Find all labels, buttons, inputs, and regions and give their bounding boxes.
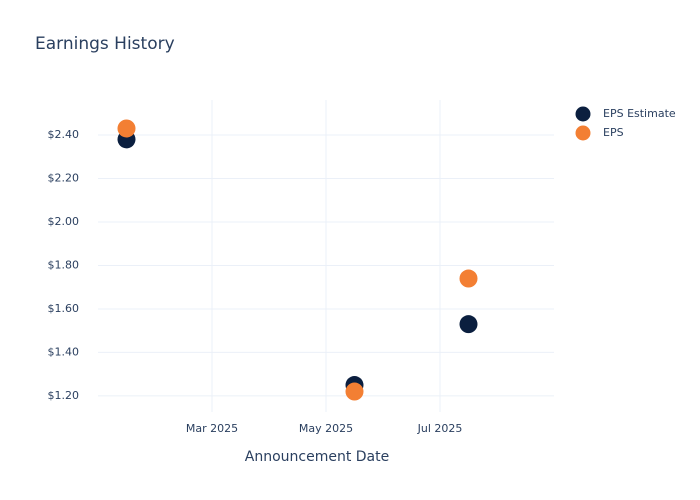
point: [345, 382, 364, 401]
y-tick-label: $1.20: [48, 389, 80, 402]
y-tick-label: $1.40: [48, 345, 80, 358]
legend-label: EPS Estimate: [603, 107, 676, 120]
point: [117, 119, 136, 138]
point: [459, 315, 478, 334]
y-tick-label: $2.00: [48, 215, 80, 228]
x-tick-label: Jul 2025: [417, 422, 463, 435]
legend-label: EPS: [603, 126, 624, 139]
legend-marker: [575, 106, 591, 122]
x-tick-label: Mar 2025: [186, 422, 238, 435]
y-tick-label: $1.60: [48, 302, 80, 315]
y-tick-label: $2.20: [48, 171, 80, 184]
y-tick-label: $2.40: [48, 128, 80, 141]
x-axis-title: Announcement Date: [245, 449, 389, 465]
chart-title: Earnings History: [35, 34, 175, 54]
point: [459, 269, 478, 288]
y-tick-label: $1.80: [48, 258, 80, 271]
x-tick-label: May 2025: [299, 422, 353, 435]
legend-marker: [575, 125, 591, 141]
